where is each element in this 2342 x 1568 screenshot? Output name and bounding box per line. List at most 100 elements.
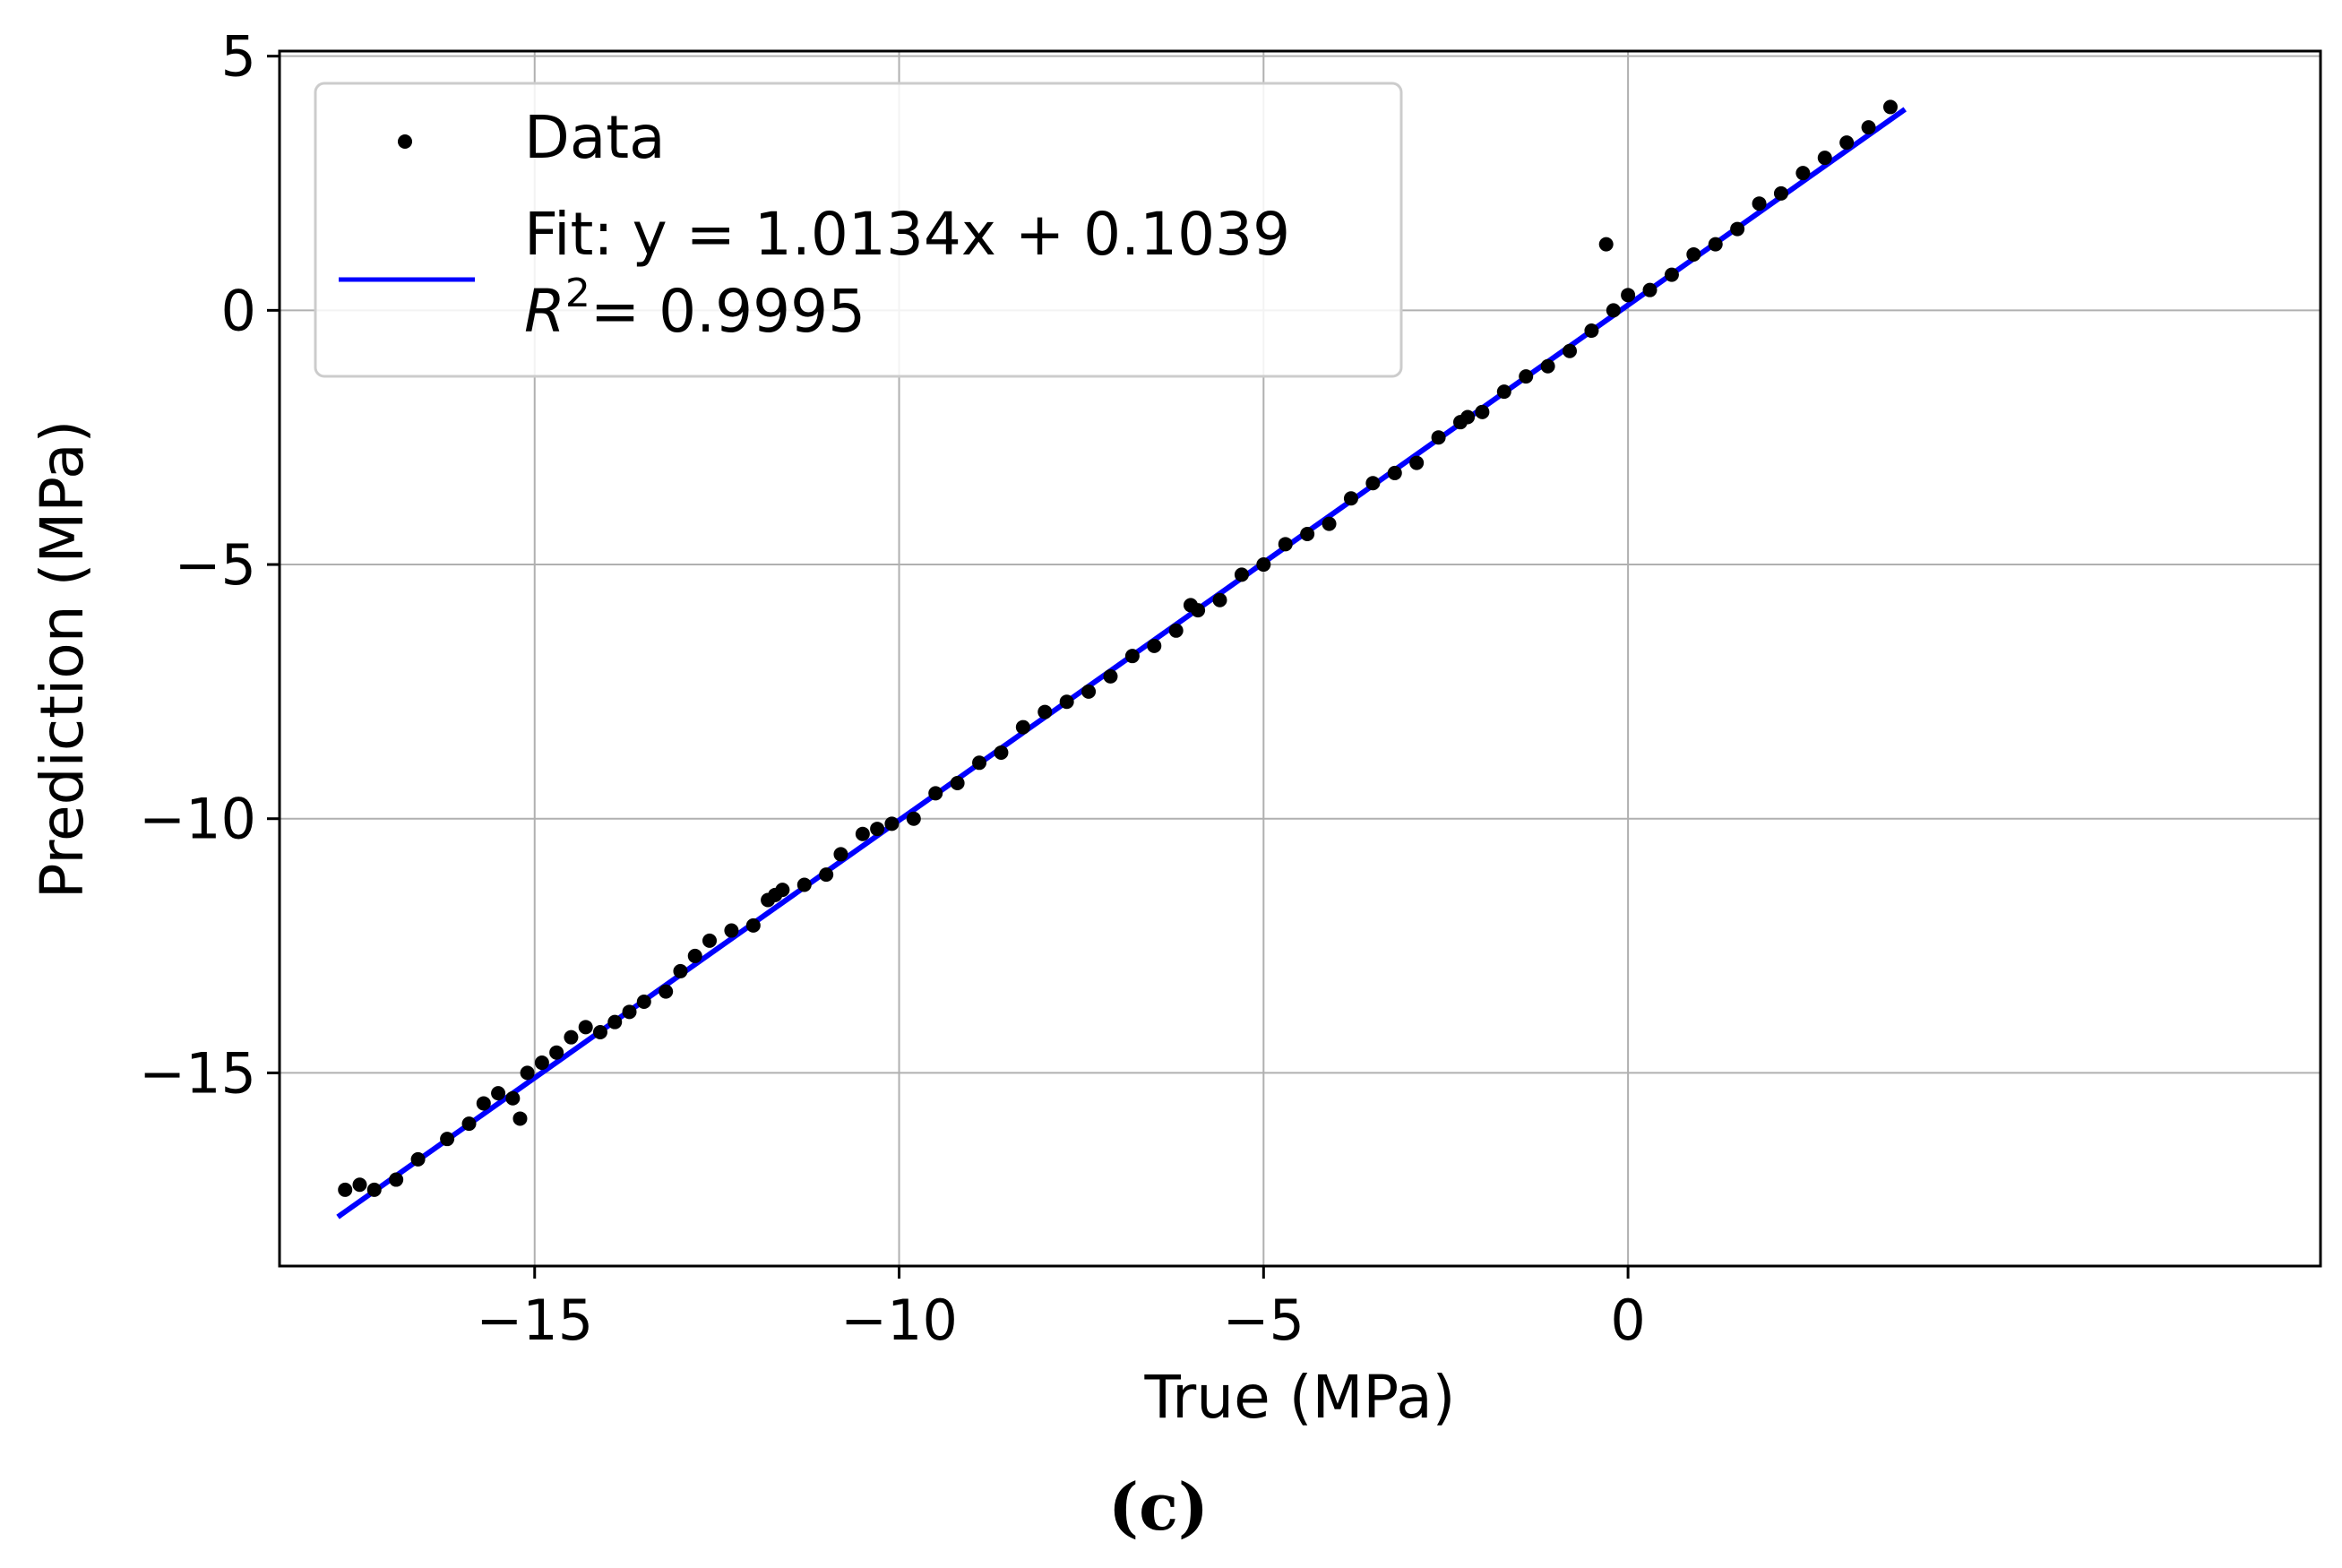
data-point [1038,704,1053,719]
data-point [1183,598,1198,613]
data-point [1256,557,1271,573]
data-point [673,963,688,978]
data-point [906,811,921,826]
data-point [1300,526,1315,541]
data-point [410,1151,426,1167]
data-point [1496,384,1511,400]
data-point [1752,196,1767,211]
data-point [1365,476,1381,491]
y-tick-label: −5 [175,532,256,598]
data-point [534,1055,549,1071]
data-point [796,877,812,892]
data-point [870,822,885,837]
y-tick-label: −10 [139,787,256,852]
data-point [950,776,965,791]
data-point [1861,120,1876,135]
data-point [745,918,761,933]
data-point [1686,246,1701,262]
legend-box [314,82,1403,378]
data-point [505,1090,521,1106]
data-point [1540,358,1555,374]
data-point [1584,323,1599,339]
legend-data-label: Data [524,103,666,172]
legend-fit-label: Fit: y = 1.0134x + 0.1039 [524,200,1290,269]
plot-frame [278,49,2322,1268]
data-point [607,1014,623,1030]
data-point [491,1086,506,1101]
data-point [476,1096,491,1111]
data-point [1015,719,1030,735]
data-point [1168,623,1184,638]
data-point [1278,537,1293,552]
data-point [1234,567,1249,582]
point-layer [338,99,1898,1197]
data-point [1817,151,1832,166]
data-point [520,1065,535,1081]
y-tick-label: 0 [221,278,256,343]
data-point [1103,668,1118,684]
data-point [687,948,702,963]
x-axis-label: True (MPa) [1144,1363,1456,1432]
data-point [884,816,900,831]
data-point [724,923,739,938]
data-point [1212,592,1227,607]
data-point [768,887,783,902]
y-axis-label: Prediction (MPa) [28,420,97,900]
y-tick-label: 5 [221,24,256,90]
data-point [1795,166,1811,181]
caption: (c) [1108,1469,1209,1545]
y-tick-label: −15 [139,1040,256,1106]
legend: Data Fit: y = 1.0134x + 0.1039 R2= 0.999… [314,82,1403,378]
data-point [1773,185,1788,201]
data-point [512,1111,528,1126]
data-point [659,984,674,999]
data-point [972,755,987,771]
data-point [1081,684,1097,699]
data-point [1664,267,1679,282]
data-point [819,867,834,883]
data-point [1598,237,1614,252]
data-point [1431,430,1446,445]
tick-layer: −15 −10 −5 0 5 0 −5 −10 −15 [139,24,1646,1353]
data-point [1519,369,1534,384]
data-point [1147,638,1162,653]
data-point [636,994,651,1009]
data-point [564,1030,579,1045]
data-point [1124,649,1140,664]
data-point [1642,282,1657,297]
data-point [578,1020,593,1035]
data-point [1059,694,1074,710]
data-point [1563,343,1578,358]
x-tick-label: −10 [840,1288,958,1353]
data-point [1606,303,1621,318]
data-point [1322,516,1337,531]
data-point [1730,221,1745,237]
data-point [622,1004,637,1020]
data-point [366,1182,382,1197]
data-point [592,1025,607,1040]
data-point [994,745,1009,760]
x-tick-label: 0 [1610,1288,1645,1353]
data-point [855,826,870,841]
data-point [1882,99,1898,115]
data-point [440,1132,455,1147]
data-point [1387,465,1402,480]
data-point [1460,409,1476,425]
data-point [1343,491,1358,506]
data-point [702,933,718,948]
legend-r2-label: R2= 0.9995 [524,271,865,346]
x-tick-label: −5 [1223,1288,1304,1353]
data-point [1839,135,1855,151]
legend-data-marker [398,134,412,149]
legend-r2-value: = 0.9995 [590,277,865,346]
data-point [338,1182,353,1197]
data-point [833,847,848,862]
data-point [352,1177,367,1193]
data-point [1475,404,1490,419]
x-tick-label: −15 [476,1288,593,1353]
data-point [549,1045,564,1060]
data-point [389,1172,404,1187]
data-point [928,786,943,801]
data-point [1621,288,1636,303]
